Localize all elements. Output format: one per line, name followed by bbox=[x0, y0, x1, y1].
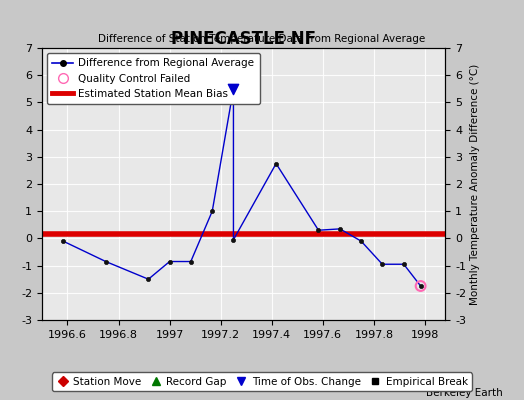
Legend: Station Move, Record Gap, Time of Obs. Change, Empirical Break: Station Move, Record Gap, Time of Obs. C… bbox=[52, 372, 472, 391]
Y-axis label: Monthly Temperature Anomaly Difference (°C): Monthly Temperature Anomaly Difference (… bbox=[471, 63, 481, 305]
Point bbox=[230, 86, 238, 92]
Text: Difference of Station Temperature Data from Regional Average: Difference of Station Temperature Data f… bbox=[99, 34, 425, 44]
Title: PINECASTLE NF: PINECASTLE NF bbox=[171, 30, 316, 48]
Legend: Difference from Regional Average, Quality Control Failed, Estimated Station Mean: Difference from Regional Average, Qualit… bbox=[47, 53, 259, 104]
Text: Berkeley Earth: Berkeley Earth bbox=[427, 388, 503, 398]
Point bbox=[417, 283, 425, 289]
